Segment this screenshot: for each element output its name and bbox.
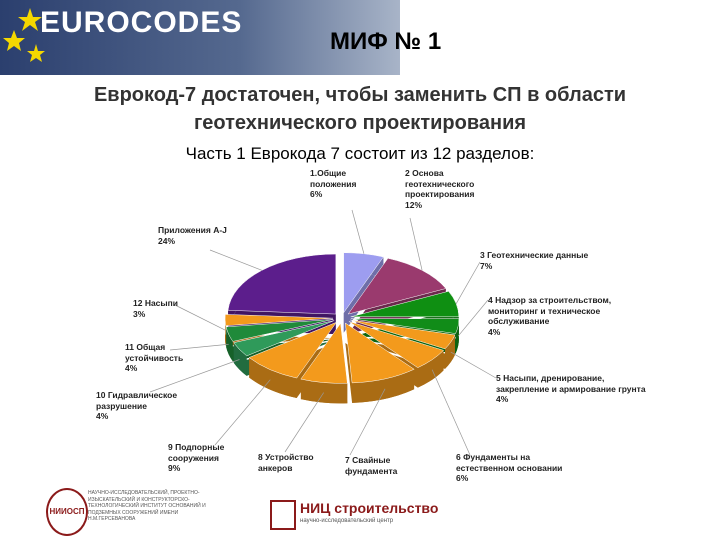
value-label: 6% [456, 473, 469, 484]
slice-rim [445, 334, 455, 369]
slice [224, 314, 334, 326]
slice [350, 318, 460, 334]
category-label: 8 Устройство анкеров [258, 452, 314, 473]
category-label: 4 Надзор за строительством, мониторинг и… [488, 295, 612, 327]
slice-label: 8 Устройство анкеров [258, 452, 338, 473]
logo-left: НИИОСП [46, 488, 88, 536]
category-label: 1.Общие положения [310, 168, 357, 189]
leader-line [431, 369, 471, 456]
slice [350, 319, 456, 350]
slice-rim [225, 314, 226, 346]
leader-line [409, 217, 423, 271]
value-label: 4% [488, 326, 501, 337]
slide-title: МИФ № 1 [330, 28, 442, 55]
leader-line [450, 351, 497, 379]
slice [227, 253, 337, 315]
category-label: 9 Подпорные сооружения [168, 442, 225, 463]
logo-right: НИЦ строительство [300, 500, 439, 516]
slice-label: 1.Общие положения 6% [310, 168, 390, 200]
value-label: 6% [310, 189, 323, 200]
category-label: 3 Геотехнические данные [480, 250, 589, 260]
category-label: 12 Насыпи [133, 298, 179, 308]
leader-line [351, 209, 365, 254]
slice-label: 7 Свайные фундамента [345, 455, 425, 476]
leader-line [149, 359, 240, 393]
slice [248, 321, 338, 379]
value-label: 4% [496, 394, 509, 405]
leader-line [457, 299, 489, 337]
header-banner: EUROCODES [0, 0, 400, 75]
slice-label: 11 Общая устойчивость 4% [125, 342, 220, 374]
slice [343, 252, 384, 314]
value-label: 4% [125, 363, 138, 374]
leader-line [214, 379, 271, 446]
slice-rim [352, 369, 415, 403]
slice-label: 10 Гидравлическое разрушение 4% [96, 390, 206, 422]
slice-rim [233, 342, 247, 376]
slice [345, 322, 415, 384]
value-label: 4% [96, 411, 109, 422]
heading-line: Еврокод-7 достаточен, чтобы заменить СП … [93, 84, 627, 106]
heading-line: геотехнического проектирования [193, 112, 527, 134]
slice-rim [455, 318, 459, 354]
slice [347, 257, 447, 315]
brand: EUROCODES [40, 6, 243, 39]
slice [225, 319, 334, 342]
slice-label: 12 Насыпи 3% [133, 298, 213, 319]
slice-rim [249, 357, 297, 399]
leader-line [349, 388, 386, 456]
slice-label: 3 Геотехнические данные 7% [480, 250, 590, 271]
chart-title: Часть 1 Еврокода 7 состоит из 12 раздело… [185, 144, 535, 163]
slice-rim [300, 379, 348, 404]
slice-label: 9 Подпорные сооружения 9% [168, 442, 258, 474]
value-label: 9% [168, 463, 181, 474]
slice-label: 2 Основа геотехнического проектирования 1… [405, 168, 505, 211]
leader-line [455, 261, 481, 304]
leader-line [169, 343, 229, 351]
logo-left-text: НАУЧНО-ИССЛЕДОВАТЕЛЬСКИЙ, ПРОЕКТНО-ИЗЫСК… [88, 490, 206, 522]
logo-right-text: научно-исследовательский центр [300, 518, 394, 524]
slice-rim [226, 326, 233, 362]
slice [348, 321, 445, 368]
category-label: Приложения A-J [158, 225, 227, 235]
value-label: 24% [158, 235, 176, 246]
slice [300, 322, 348, 384]
category-label: 7 Свайные фундамента [345, 455, 398, 476]
slice-label: Приложения A-J 24% [158, 225, 263, 246]
value-label: 12% [405, 199, 423, 210]
logo-right-icon [270, 500, 296, 530]
category-label: 2 Основа геотехнического проектирования [405, 168, 475, 200]
slice-rim [417, 350, 444, 388]
category-label: 11 Общая устойчивость [125, 342, 184, 363]
slice-label: 5 Насыпи, дренирование, закрепление и ар… [496, 373, 646, 405]
value-label: 7% [480, 260, 493, 271]
category-label: 6 Фундаменты на естественном основании [456, 452, 563, 473]
slice-label: 6 Фундаменты на естественном основании 6% [456, 452, 566, 484]
slice-label: 4 Надзор за строительством, мониторинг и… [488, 295, 663, 338]
leader-line [209, 249, 263, 271]
slice [233, 320, 335, 357]
leader-line [174, 304, 226, 331]
stars [3, 8, 45, 62]
value-label: 3% [133, 308, 146, 319]
category-label: 10 Гидравлическое разрушение [96, 390, 178, 411]
category-label: 5 Насыпи, дренирование, закрепление и ар… [496, 373, 646, 394]
leader-line [284, 392, 324, 453]
